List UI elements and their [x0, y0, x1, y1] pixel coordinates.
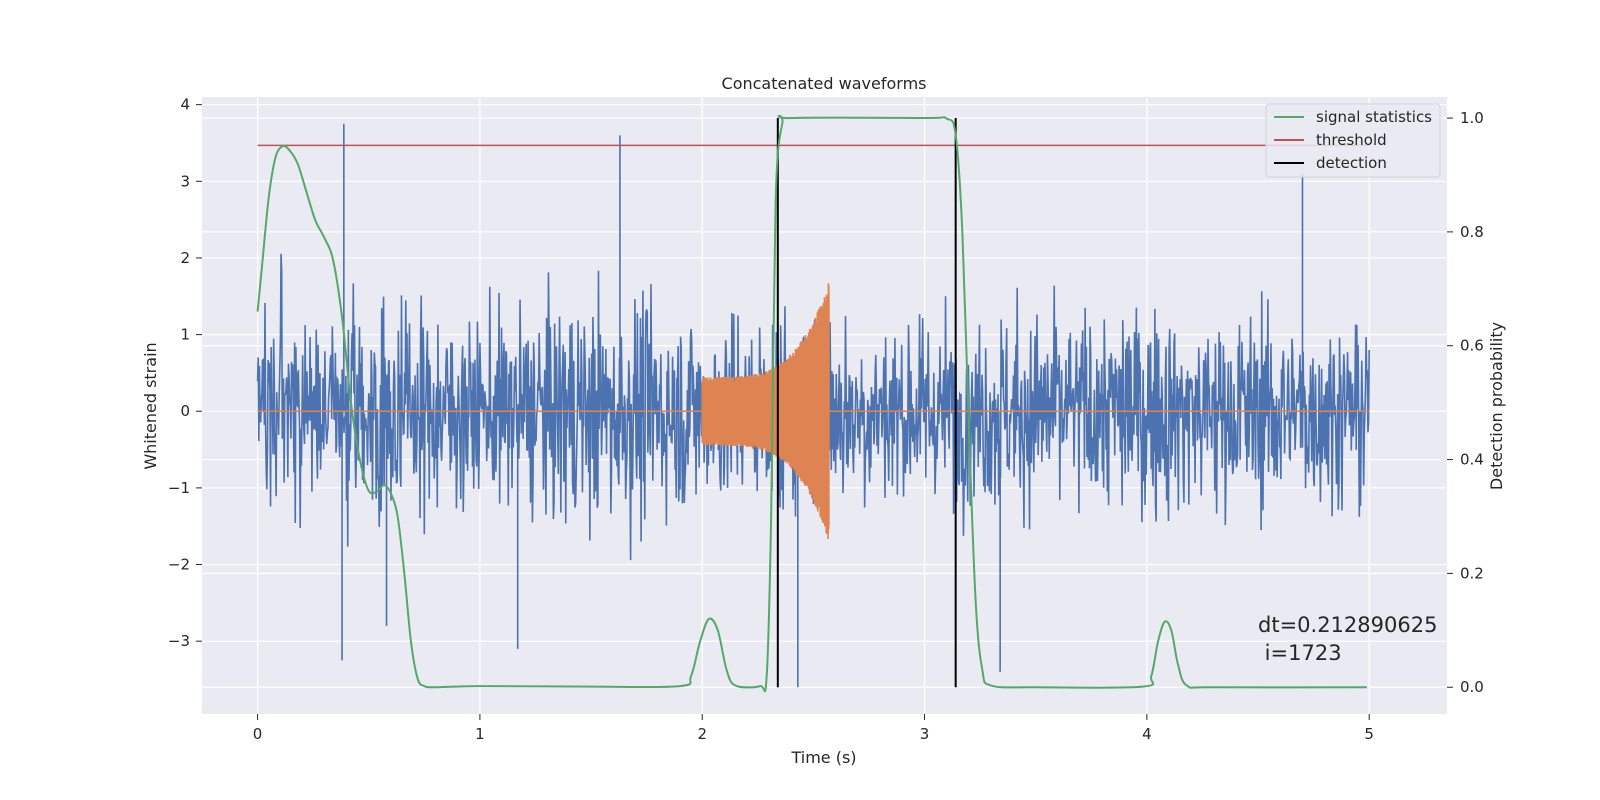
y2-tick-label: 0.2 — [1460, 564, 1484, 582]
y2-axis-label: Detection probability — [1487, 322, 1506, 490]
legend-box — [1265, 103, 1441, 178]
y-axis-label: Whitened strain — [141, 342, 160, 469]
x-tick-label: 3 — [920, 725, 930, 743]
y2-tick-label: 1.0 — [1460, 109, 1484, 127]
y2-tick-label: 0.0 — [1460, 678, 1484, 696]
y-tick-label: 3 — [180, 172, 190, 190]
x-axis-label: Time (s) — [790, 748, 856, 767]
x-tick-label: 5 — [1364, 725, 1374, 743]
y-tick-label: 1 — [180, 326, 190, 344]
y2-tick-label: 0.6 — [1460, 337, 1484, 355]
legend: signal statistics threshold detection — [1265, 103, 1441, 178]
x-tick-label: 2 — [697, 725, 707, 743]
annotation-i: i=1723 — [1258, 641, 1342, 665]
series-layer — [256, 114, 1370, 693]
strain-series — [256, 123, 1370, 688]
x-tick-label: 1 — [475, 725, 485, 743]
y2-tick-label: 0.4 — [1460, 451, 1484, 469]
y2-tick-label: 0.8 — [1460, 223, 1484, 241]
legend-detection-label: detection — [1316, 154, 1387, 172]
x-tick-label: 0 — [253, 725, 263, 743]
signal-statistics-series — [256, 114, 1367, 693]
y-tick-label: 2 — [180, 249, 190, 267]
y-tick-label: 4 — [180, 96, 190, 114]
y-tick-label: −2 — [168, 556, 190, 574]
annotation-dt: dt=0.212890625 — [1258, 613, 1437, 637]
x-tick-label: 4 — [1142, 725, 1152, 743]
template-series — [257, 283, 1370, 540]
y-tick-label: −1 — [168, 479, 190, 497]
legend-signal-label: signal statistics — [1316, 108, 1432, 126]
legend-threshold-label: threshold — [1316, 131, 1387, 149]
chart-title: Concatenated waveforms — [722, 74, 927, 93]
tick-layer: 0 1 2 3 4 5 −3 −2 −1 0 1 2 3 4 0.0 0.2 0.4 0.6 0.8 1.0 — [168, 96, 1484, 743]
y-tick-label: −3 — [168, 632, 190, 650]
y-tick-label: 0 — [180, 402, 190, 420]
